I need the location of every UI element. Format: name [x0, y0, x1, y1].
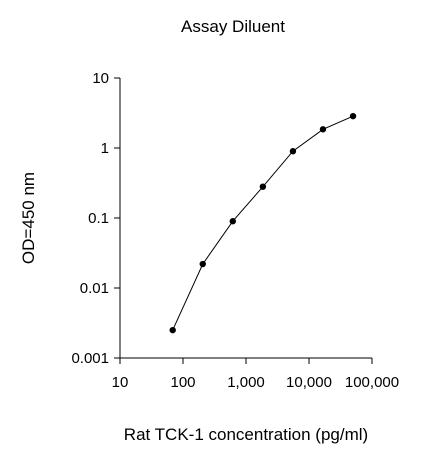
y-tick-label: 10 — [92, 70, 109, 87]
series-markers — [169, 112, 357, 334]
y-tick-label: 1 — [101, 140, 109, 157]
data-point — [199, 260, 206, 268]
plot-area — [119, 78, 372, 359]
y-tick-label: 0.001 — [71, 350, 109, 367]
data-point — [259, 183, 267, 190]
data-point — [169, 326, 176, 334]
data-point — [289, 148, 297, 155]
data-point — [319, 126, 327, 133]
y-tick-label: 0.1 — [88, 210, 109, 227]
y-tick-label: 0.01 — [80, 280, 109, 297]
series-line — [172, 115, 354, 331]
data-point — [349, 112, 357, 120]
x-tick-label: 1,000 — [227, 374, 265, 391]
y-axis-label: OD=450 nm — [19, 172, 38, 264]
x-tick-label: 100,000 — [345, 374, 399, 391]
x-axis-label: Rat TCK-1 concentration (pg/ml) — [124, 425, 368, 444]
x-tick-label: 10 — [112, 374, 129, 391]
y-ticks: 0.001 0.01 0.1 1 10 — [71, 70, 120, 367]
data-point — [229, 218, 236, 225]
x-tick-label: 100 — [170, 374, 195, 391]
x-ticks: 10 100 1,000 10,000 100,000 — [112, 358, 399, 391]
x-tick-label: 10,000 — [286, 374, 332, 391]
chart-title: Assay Diluent — [181, 17, 285, 36]
